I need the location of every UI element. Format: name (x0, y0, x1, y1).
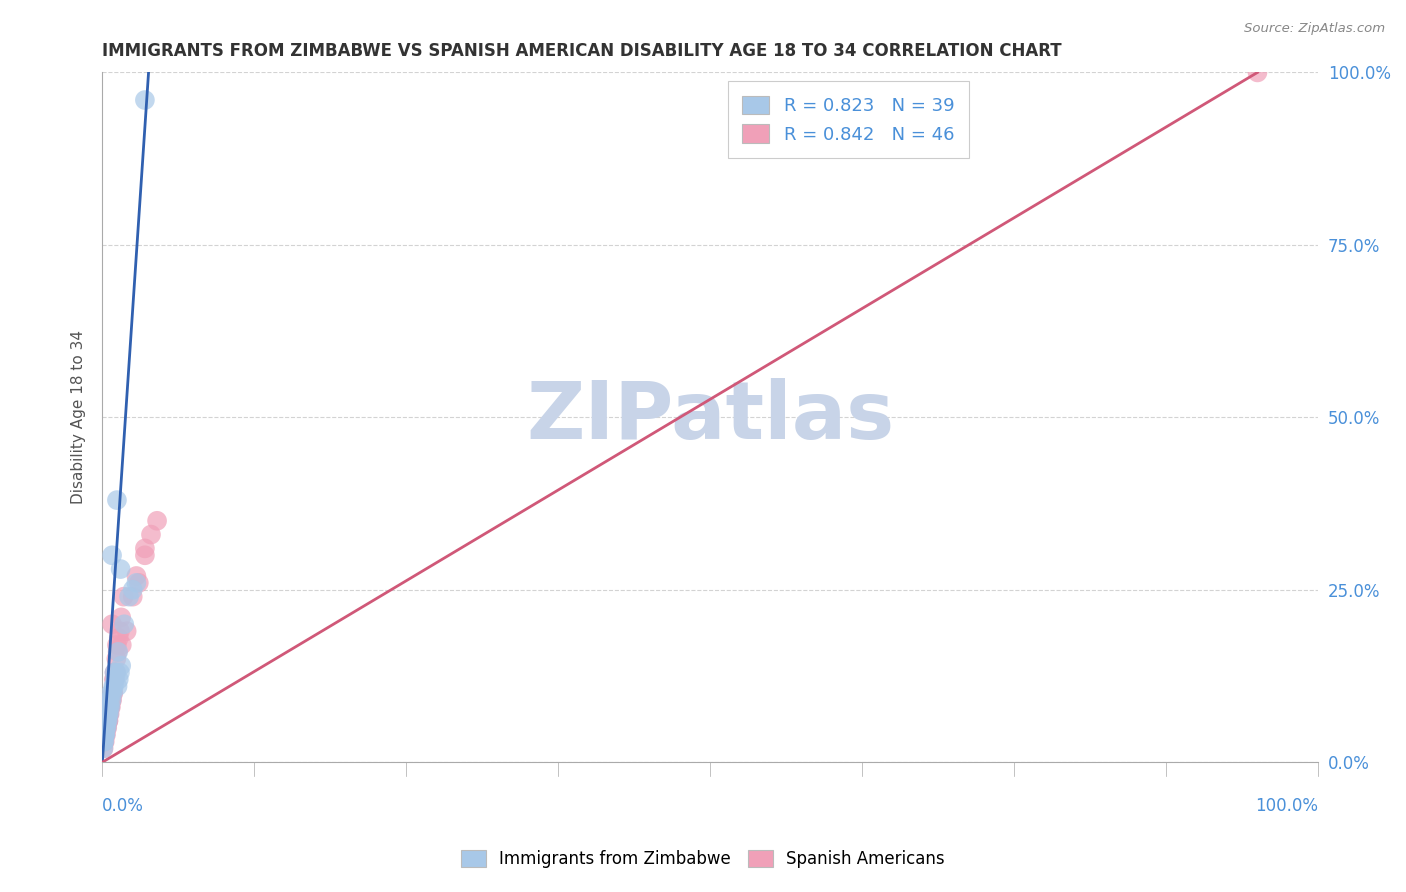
Point (97, 714, 120, 728)
Point (94, 728, 117, 742)
Point (104, 665, 127, 680)
Point (94, 714, 117, 728)
Point (98, 700, 121, 714)
Point (103, 673, 125, 687)
Text: ZIPatlas: ZIPatlas (526, 378, 894, 457)
Point (91, 741, 114, 756)
Point (93, 734, 115, 748)
Point (107, 679, 129, 693)
Point (110, 562, 132, 576)
Point (94, 728, 117, 742)
Point (103, 665, 125, 680)
Point (100, 693, 122, 707)
Text: IMMIGRANTS FROM ZIMBABWE VS SPANISH AMERICAN DISABILITY AGE 18 TO 34 CORRELATION: IMMIGRANTS FROM ZIMBABWE VS SPANISH AMER… (103, 42, 1062, 60)
Point (94, 728, 117, 742)
Point (134, 549, 156, 563)
Point (104, 673, 127, 687)
Point (100, 693, 122, 707)
Point (93, 734, 115, 748)
Point (100, 700, 122, 714)
Point (96, 714, 118, 728)
Point (108, 624, 131, 639)
Point (107, 673, 129, 687)
Point (101, 686, 124, 700)
Point (96, 721, 118, 735)
Point (93, 728, 115, 742)
Point (118, 590, 141, 604)
Point (98, 706, 121, 721)
Point (96, 721, 118, 735)
Point (107, 645, 129, 659)
Point (100, 686, 122, 700)
Point (105, 652, 128, 666)
Legend: R = 0.823   N = 39, R = 0.842   N = 46: R = 0.823 N = 39, R = 0.842 N = 46 (728, 81, 969, 158)
Legend: Immigrants from Zimbabwe, Spanish Americans: Immigrants from Zimbabwe, Spanish Americ… (454, 843, 952, 875)
Point (125, 569, 148, 583)
Point (94, 721, 117, 735)
Point (103, 679, 125, 693)
Point (1246, 65, 1268, 79)
Point (134, 541, 156, 556)
Text: 0.0%: 0.0% (103, 797, 145, 814)
Point (125, 575, 148, 590)
Point (101, 686, 124, 700)
Point (96, 706, 118, 721)
Point (101, 549, 124, 563)
Point (98, 693, 121, 707)
Point (94, 734, 117, 748)
Point (94, 728, 117, 742)
Point (103, 665, 125, 680)
Point (115, 624, 138, 639)
Point (100, 693, 122, 707)
Point (107, 631, 129, 645)
Point (94, 721, 117, 735)
Point (97, 714, 120, 728)
Point (98, 700, 121, 714)
Y-axis label: Disability Age 18 to 34: Disability Age 18 to 34 (72, 330, 86, 504)
Text: Source: ZipAtlas.com: Source: ZipAtlas.com (1244, 22, 1385, 36)
Point (112, 617, 135, 632)
Point (134, 93, 156, 107)
Point (101, 693, 124, 707)
Point (121, 582, 143, 597)
Text: 100.0%: 100.0% (1256, 797, 1319, 814)
Point (94, 728, 117, 742)
Point (103, 679, 125, 693)
Point (111, 638, 134, 652)
Point (105, 665, 128, 680)
Point (93, 734, 115, 748)
Point (110, 658, 132, 673)
Point (93, 741, 115, 756)
Point (98, 700, 121, 714)
Point (108, 665, 131, 680)
Point (101, 617, 124, 632)
Point (105, 638, 128, 652)
Point (121, 590, 143, 604)
Point (128, 575, 150, 590)
Point (104, 665, 127, 680)
Point (96, 721, 118, 735)
Point (103, 673, 125, 687)
Point (96, 714, 118, 728)
Point (97, 700, 120, 714)
Point (103, 686, 125, 700)
Point (98, 700, 121, 714)
Point (112, 590, 135, 604)
Point (139, 527, 162, 541)
Point (97, 706, 120, 721)
Point (97, 714, 120, 728)
Point (110, 610, 132, 624)
Point (98, 706, 121, 721)
Point (105, 493, 128, 508)
Point (97, 714, 120, 728)
Point (107, 645, 129, 659)
Point (146, 514, 169, 528)
Point (98, 706, 121, 721)
